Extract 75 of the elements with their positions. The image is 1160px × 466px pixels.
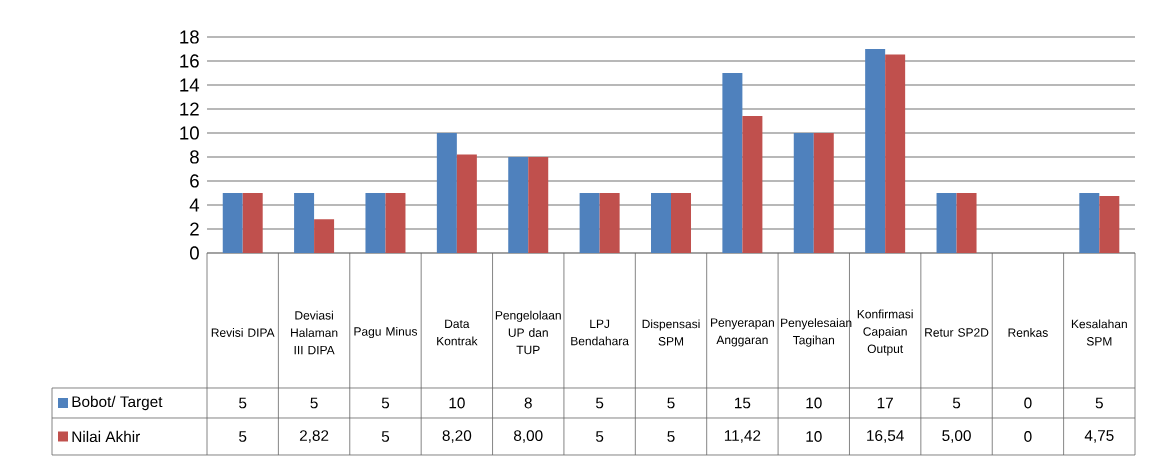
data-label: 15: [735, 397, 751, 409]
x-tick-label: Konfirmasi Capaian Output: [857, 309, 913, 356]
data-label: 5: [381, 431, 390, 442]
bar: [599, 192, 620, 253]
data-label: 5,00: [942, 430, 971, 443]
x-tick-label: Pagu Minus: [354, 326, 418, 339]
bar: [885, 54, 906, 253]
x-tick-label: Pengelolaan UP dan TUP: [495, 310, 561, 355]
bar: [528, 156, 549, 253]
data-label: 10: [806, 397, 822, 409]
x-tick-label: Deviasi Halaman III DIPA: [291, 310, 338, 355]
data-label: 5: [239, 397, 247, 409]
x-tick-label: Penyelesaian Tagihan: [781, 318, 852, 347]
data-label: 8,20: [442, 430, 472, 443]
data-label: 8,00: [513, 430, 543, 443]
bar: [1099, 195, 1120, 253]
data-label: 0: [1024, 431, 1032, 442]
data-label: 10: [806, 431, 822, 442]
y-tick-label: 8: [190, 150, 199, 164]
bar: [242, 192, 263, 253]
data-label: 11,42: [724, 430, 761, 443]
data-label: 10: [449, 397, 465, 409]
x-tick-label: Data Kontrak: [437, 319, 478, 346]
bar: [508, 156, 529, 253]
data-label: 17: [877, 397, 893, 409]
bar: [742, 115, 763, 253]
bar: [222, 192, 243, 253]
y-tick-label: 6: [190, 174, 199, 188]
data-label: 16,54: [867, 430, 904, 443]
data-label: 5: [381, 397, 390, 409]
bar: [671, 192, 692, 253]
data-label: 4,75: [1084, 430, 1114, 443]
bar: [936, 192, 957, 253]
data-label: 5: [1095, 397, 1103, 409]
bar: [294, 192, 315, 253]
data-label: 8: [524, 397, 532, 409]
legend-label: Nilai Akhir: [72, 430, 141, 443]
bar: [813, 132, 834, 253]
bar: [865, 48, 886, 253]
data-label: 5: [595, 431, 604, 442]
data-label: 5: [595, 397, 604, 409]
data-label: 5: [667, 397, 675, 409]
bar: [579, 192, 600, 253]
x-tick-label: Dispensasi SPM: [642, 319, 700, 346]
data-label: 5: [310, 397, 318, 409]
x-tick-label: Penyerapan Anggaran: [711, 318, 774, 347]
bar: [1079, 192, 1100, 253]
y-tick-label: 10: [180, 126, 199, 140]
bar: [722, 73, 743, 253]
bar: [651, 192, 671, 253]
bar: [365, 192, 386, 253]
y-tick-label: 4: [189, 198, 200, 212]
y-tick-label: 12: [180, 102, 199, 116]
x-tick-label: Renkas: [1008, 328, 1048, 337]
legend-label: Bobot/ Target: [72, 395, 163, 411]
bar: [314, 219, 335, 253]
bar: [436, 132, 457, 253]
y-tick-label: 14: [180, 78, 200, 92]
data-label: 5: [239, 431, 247, 442]
y-tick-label: 16: [180, 54, 199, 68]
bar: [385, 192, 406, 253]
bar: [456, 154, 477, 253]
y-tick-label: 18: [180, 30, 199, 44]
data-label: 2,82: [299, 430, 329, 443]
data-label: 5: [952, 397, 961, 409]
bar: [956, 192, 977, 253]
x-tick-label: Retur SP2D: [925, 328, 989, 337]
x-tick-label: Kesalahan SPM: [1071, 319, 1127, 346]
y-tick-label: 0: [189, 246, 199, 260]
data-label: 0: [1024, 397, 1032, 409]
x-tick-label: LPJ Bendahara: [571, 319, 629, 346]
y-tick-label: 2: [190, 222, 199, 236]
x-tick-label: Revisi DIPA: [211, 328, 275, 337]
data-label: 5: [667, 431, 675, 442]
bar: [793, 132, 814, 253]
